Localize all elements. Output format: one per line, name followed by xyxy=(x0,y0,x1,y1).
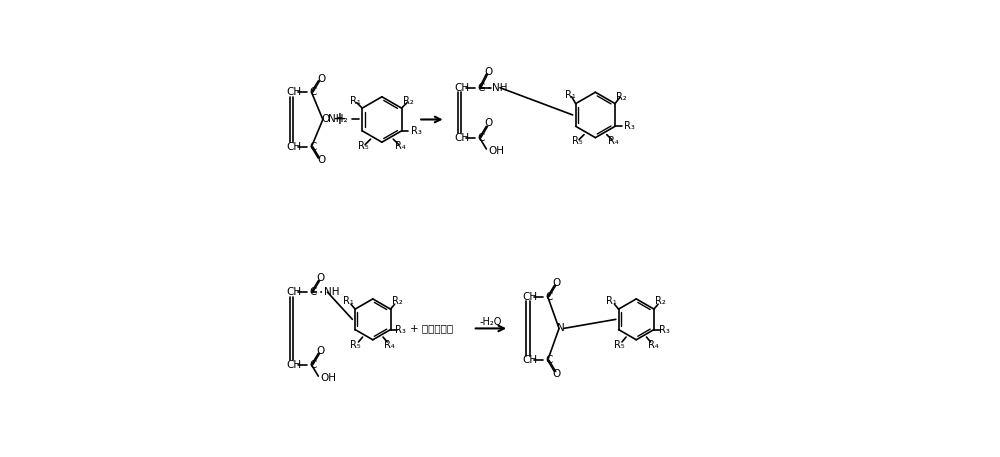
Text: N: N xyxy=(557,324,564,334)
Text: R₄: R₄ xyxy=(648,340,659,350)
Text: CH: CH xyxy=(455,83,470,93)
Text: + 固载催化剂: + 固载催化剂 xyxy=(410,324,453,334)
Text: CH: CH xyxy=(287,142,302,152)
Text: -H₂O: -H₂O xyxy=(480,317,502,327)
Text: R₄: R₄ xyxy=(395,141,405,151)
Text: OH: OH xyxy=(489,146,505,156)
Text: C: C xyxy=(309,287,317,297)
Text: O: O xyxy=(317,74,326,84)
Text: OH: OH xyxy=(321,373,337,383)
Text: C: C xyxy=(545,355,553,365)
Text: R₂: R₂ xyxy=(403,96,414,106)
Text: O: O xyxy=(553,369,561,379)
Text: CH: CH xyxy=(287,87,302,97)
Text: CH: CH xyxy=(523,292,538,302)
Text: R₃: R₃ xyxy=(659,324,669,335)
Text: R₁: R₁ xyxy=(343,296,354,306)
Text: R₅: R₅ xyxy=(572,137,583,146)
Text: R₂: R₂ xyxy=(616,92,627,102)
Text: R₃: R₃ xyxy=(411,126,422,136)
Text: R₄: R₄ xyxy=(608,137,619,146)
Text: C: C xyxy=(309,87,317,97)
Text: C: C xyxy=(309,142,317,152)
Text: R₄: R₄ xyxy=(384,340,395,350)
Text: R₁: R₁ xyxy=(606,296,617,306)
Text: CH: CH xyxy=(455,133,470,143)
Text: C: C xyxy=(545,292,553,302)
Text: R₅: R₅ xyxy=(350,340,361,350)
Text: R₂: R₂ xyxy=(655,296,666,306)
Text: O: O xyxy=(316,273,325,283)
Text: R₁: R₁ xyxy=(565,90,576,101)
Text: O: O xyxy=(485,118,493,128)
Text: CH: CH xyxy=(287,360,302,370)
Text: +: + xyxy=(332,111,346,128)
Text: O: O xyxy=(316,346,325,356)
Text: CH: CH xyxy=(523,355,538,365)
Text: O: O xyxy=(485,67,493,77)
Text: R₃: R₃ xyxy=(624,121,635,131)
Text: C: C xyxy=(309,360,317,370)
Text: C: C xyxy=(477,83,485,93)
Text: NH: NH xyxy=(492,83,508,93)
Text: NH₂: NH₂ xyxy=(328,115,348,124)
Text: O: O xyxy=(553,278,561,288)
Text: CH: CH xyxy=(287,287,302,297)
Text: O: O xyxy=(317,155,326,165)
Text: R₅: R₅ xyxy=(358,141,369,151)
Text: NH: NH xyxy=(324,287,340,297)
Text: R₃: R₃ xyxy=(395,324,406,335)
Text: O: O xyxy=(321,115,329,124)
Text: R₂: R₂ xyxy=(392,296,403,306)
Text: R₁: R₁ xyxy=(350,96,361,106)
Text: R₅: R₅ xyxy=(614,340,625,350)
Text: C: C xyxy=(477,133,485,143)
